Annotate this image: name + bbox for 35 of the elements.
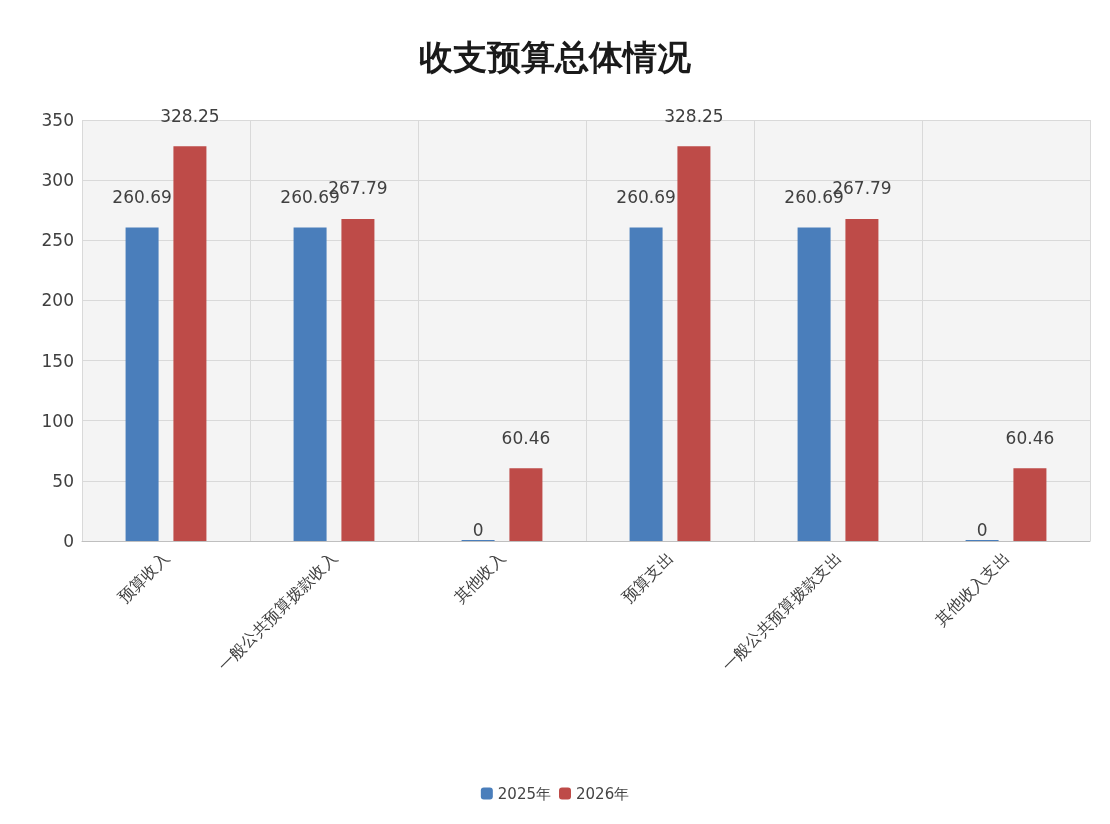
x-tick-label: 预算支出 (618, 548, 677, 607)
y-tick-label: 150 (41, 350, 74, 371)
y-tick-label: 50 (52, 470, 74, 491)
bar (629, 227, 663, 541)
legend-label: 2026年 (576, 784, 630, 803)
bar (173, 146, 207, 541)
data-label: 0 (472, 519, 484, 540)
y-tick-label: 200 (41, 290, 74, 311)
bar (1013, 468, 1047, 541)
x-tick-label: 预算收入 (114, 548, 173, 607)
data-label: 328.25 (160, 105, 220, 126)
y-tick-label: 250 (41, 230, 74, 251)
bar (293, 227, 327, 541)
data-label: 60.46 (501, 427, 551, 448)
chart-title: 收支预算总体情况 (419, 37, 692, 77)
y-tick-label: 350 (41, 110, 74, 130)
y-tick-label: 300 (41, 170, 74, 191)
data-label: 260.69 (616, 186, 676, 207)
legend-label: 2025年 (497, 784, 552, 803)
data-label: 60.46 (1005, 427, 1055, 448)
x-tick-label: 一般公共预算拨款支出 (718, 548, 845, 675)
data-label: 328.25 (664, 105, 724, 126)
bar (125, 227, 159, 541)
y-tick-label: 100 (41, 410, 74, 431)
bar (509, 468, 543, 541)
x-tick-label: 一般公共预算拨款收入 (214, 548, 341, 675)
x-tick-label: 其他收入支出 (931, 548, 1013, 630)
bar (845, 218, 879, 541)
y-tick-label: 0 (63, 531, 74, 551)
data-label: 0 (976, 519, 988, 540)
data-label: 260.69 (112, 186, 172, 207)
bar (677, 146, 711, 541)
x-tick-label: 其他收入 (450, 548, 509, 607)
bar (341, 218, 375, 541)
bar (797, 227, 831, 541)
